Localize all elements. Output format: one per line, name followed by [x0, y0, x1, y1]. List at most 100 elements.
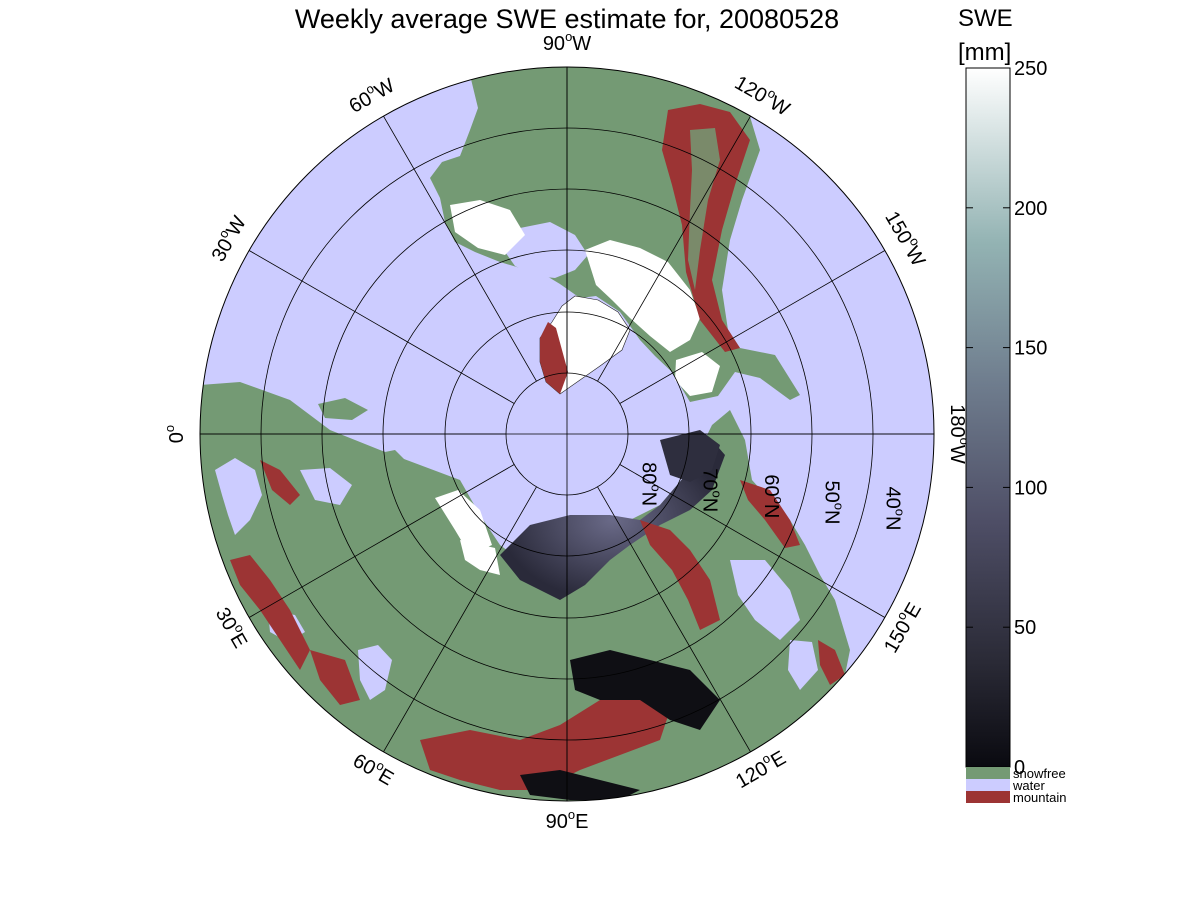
parallel-label-hemisphere: N — [881, 516, 903, 530]
meridian-label: 30oW — [205, 211, 252, 266]
kamchatka-mountain — [740, 480, 800, 548]
parallel-label-value: 80 — [637, 462, 659, 484]
colorbar-tick-label: 50 — [1014, 617, 1036, 639]
meridian-label-value: 60 — [349, 750, 379, 780]
map-frame — [199, 66, 935, 802]
legend-swatch-snowfree — [966, 767, 1010, 779]
meridian-label-hemisphere: W — [572, 33, 591, 55]
meridian-line — [597, 486, 751, 753]
meridian-label-value: 90 — [546, 811, 568, 833]
svalbard — [370, 450, 410, 478]
alaska-snow — [675, 352, 720, 396]
degree-mark: o — [648, 484, 663, 491]
colorbar-tick-label: 150 — [1014, 338, 1047, 360]
parallel-label: 80oN — [637, 462, 663, 506]
scandinavian-water — [215, 458, 262, 535]
meridian-label-hemisphere: E — [767, 747, 790, 773]
parallel-label-hemisphere: N — [698, 498, 720, 512]
parallel-label: 50oN — [820, 481, 846, 525]
meridian-line — [597, 115, 751, 382]
degree-mark: o — [957, 438, 972, 445]
meridian-label-hemisphere: E — [575, 811, 588, 833]
colorbar-tick-label: 250 — [1014, 58, 1047, 80]
degree-mark: o — [892, 509, 907, 516]
siberia-snowpack — [500, 440, 725, 600]
ural-snow — [460, 540, 500, 575]
tibet-snow-2 — [520, 770, 640, 800]
white-sea — [300, 468, 352, 505]
meridian-line — [619, 464, 886, 618]
parallel-label: 60oN — [760, 474, 786, 518]
polar-map: 0o30oE60oE90oE120oE150oE180oW150oW120oW9… — [162, 29, 972, 833]
colorbar-gradient — [965, 67, 1011, 768]
meridian-line — [248, 464, 515, 618]
parallel-label: 70oN — [698, 468, 724, 512]
colorbar-title-line2: [mm] — [958, 39, 1011, 66]
legend-label-water: water — [1012, 778, 1045, 793]
degree-mark: o — [568, 807, 575, 822]
meridian-line — [383, 115, 537, 382]
meridian-label: 90oE — [546, 807, 589, 833]
rockies-mountain — [662, 104, 750, 352]
legend-swatch-water — [966, 779, 1010, 791]
meridian-label-value: 0 — [166, 432, 188, 443]
colorbar-tick-label: 100 — [1014, 477, 1047, 499]
meridian-label-value: 30 — [208, 235, 238, 265]
meridian-label: 180oW — [946, 404, 972, 464]
parallel-label-value: 50 — [820, 481, 842, 503]
parallel-label-hemisphere: N — [760, 504, 782, 518]
colorbar-tick-label: 200 — [1014, 198, 1047, 220]
sea-of-japan — [788, 640, 818, 690]
meridian-label-value: 150 — [880, 617, 916, 657]
legend-label-mountain: mountain — [1013, 790, 1066, 805]
japan-mountain — [818, 640, 845, 685]
meridian-label: 0o — [162, 425, 188, 443]
meridian-label-value: 180 — [946, 404, 968, 437]
parallel-label: 40oN — [881, 487, 907, 531]
meridian-label-hemisphere: W — [900, 243, 929, 270]
meridian-label-value: 120 — [731, 72, 771, 108]
parallel-label-hemisphere: N — [820, 510, 842, 524]
meridian-line — [248, 250, 515, 404]
map-title: Weekly average SWE estimate for, 2008052… — [295, 4, 839, 34]
meridian-label: 90oW — [543, 29, 591, 55]
colorbar-tick-label: 0 — [1014, 757, 1025, 779]
meridian-label-value: 90 — [543, 33, 565, 55]
degree-mark: o — [565, 29, 572, 44]
parallel-label-value: 70 — [698, 468, 720, 490]
siberia-snow-dark — [660, 430, 720, 482]
meridian-label-hemisphere: W — [946, 445, 968, 464]
arctic-archipelago-snow — [585, 240, 700, 352]
himalaya-mountain — [420, 690, 670, 790]
parallel-label-hemisphere: N — [637, 492, 659, 506]
graticule — [200, 67, 934, 801]
meridian-label-hemisphere: W — [371, 75, 398, 104]
legend-label-snowfree: snowfree — [1013, 766, 1066, 781]
alps-mountain — [230, 555, 310, 670]
novaya-zemlya — [435, 490, 492, 555]
degree-mark: o — [831, 503, 846, 510]
parallel-label-value: 60 — [760, 474, 782, 496]
degree-mark: o — [771, 497, 786, 504]
caucasus-mountain — [310, 650, 360, 705]
east-siberia-mountain — [640, 520, 720, 630]
colorbar-ticks: 0 50 100 150 200 250 — [966, 58, 1047, 779]
legend-swatch-mountain — [966, 791, 1010, 803]
iceland — [318, 398, 368, 420]
sea-of-okhotsk — [730, 560, 800, 640]
north-america-snow-patches — [450, 200, 525, 255]
colorbar-title-line1: SWE — [958, 5, 1013, 32]
tibet-snow — [570, 650, 720, 730]
colorbar: SWE [mm] 0 50 100 150 200 250 snowfreewatermo… — [958, 5, 1066, 805]
meridian-label-hemisphere: E — [225, 630, 251, 653]
meridian-line — [619, 250, 886, 404]
parallel-label-value: 40 — [881, 487, 903, 509]
meridian-label: 60oW — [344, 71, 399, 118]
rockies-interior-green — [688, 128, 720, 290]
degree-mark: o — [162, 425, 177, 432]
meridian-line — [383, 486, 537, 753]
scandinavian-mountain — [260, 460, 300, 505]
